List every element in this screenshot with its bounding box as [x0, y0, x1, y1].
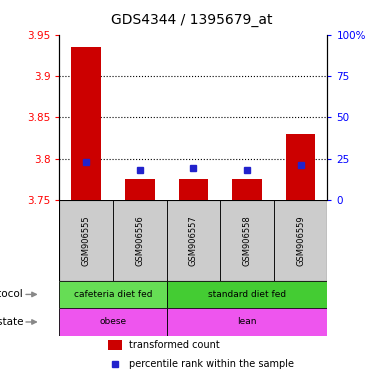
Text: percentile rank within the sample: percentile rank within the sample	[129, 359, 294, 369]
Text: cafeteria diet fed: cafeteria diet fed	[74, 290, 152, 299]
Bar	[108, 340, 122, 350]
Text: GSM906558: GSM906558	[242, 215, 252, 266]
Text: GSM906557: GSM906557	[189, 215, 198, 266]
Text: protocol: protocol	[0, 290, 23, 300]
Bar	[167, 308, 327, 336]
Text: GDS4344 / 1395679_at: GDS4344 / 1395679_at	[111, 13, 272, 27]
Text: transformed count: transformed count	[129, 340, 220, 350]
Bar	[59, 281, 167, 308]
Bar	[220, 200, 274, 281]
Text: standard diet fed: standard diet fed	[208, 290, 286, 299]
Text: GSM906556: GSM906556	[135, 215, 144, 266]
Text: GSM906555: GSM906555	[82, 215, 91, 266]
Bar	[125, 179, 154, 200]
Bar	[167, 200, 220, 281]
Text: disease state: disease state	[0, 317, 23, 327]
Text: lean: lean	[237, 318, 257, 326]
Bar	[59, 308, 167, 336]
Bar	[178, 179, 208, 200]
Bar	[71, 47, 101, 200]
Bar	[59, 200, 113, 281]
Bar	[167, 281, 327, 308]
Bar	[274, 200, 327, 281]
Text: obese: obese	[100, 318, 126, 326]
Text: GSM906559: GSM906559	[296, 215, 305, 266]
Bar	[286, 134, 315, 200]
Bar	[232, 179, 262, 200]
Bar	[113, 200, 167, 281]
